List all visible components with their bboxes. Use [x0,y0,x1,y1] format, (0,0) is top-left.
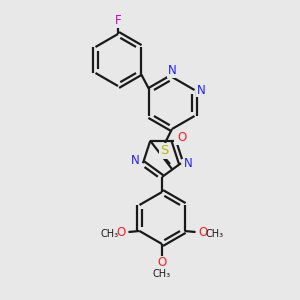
Text: N: N [197,83,206,97]
Text: N: N [168,64,176,77]
Text: N: N [184,157,192,170]
Text: O: O [198,226,207,239]
Text: S: S [160,145,168,158]
Text: CH₃: CH₃ [100,229,118,239]
Text: CH₃: CH₃ [206,229,224,239]
Text: O: O [117,226,126,239]
Text: O: O [158,256,166,269]
Text: CH₃: CH₃ [153,269,171,279]
Text: O: O [177,131,186,144]
Text: F: F [115,14,121,28]
Text: N: N [130,154,140,167]
